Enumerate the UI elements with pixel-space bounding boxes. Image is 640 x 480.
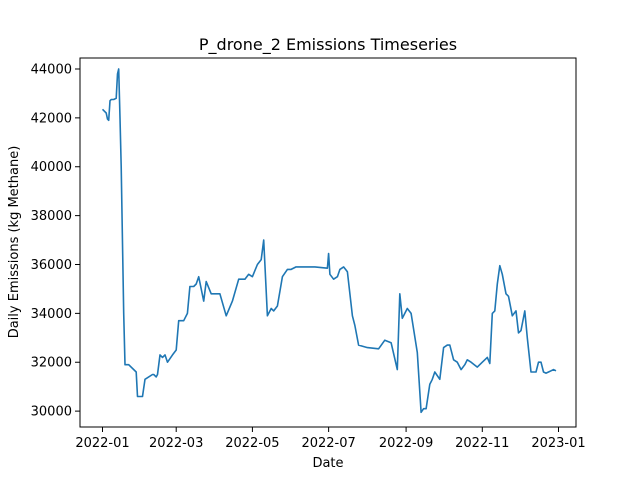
x-tick-label: 2022-05: [225, 436, 279, 451]
plot-frame: [79, 57, 577, 428]
x-tick-label: 2022-01: [75, 436, 129, 451]
x-tick-label: 2022-09: [379, 436, 433, 451]
y-axis-label: Daily Emissions (kg Methane): [7, 146, 22, 339]
y-tick-label: 30000: [31, 405, 72, 420]
x-tick-label: 2022-03: [149, 436, 203, 451]
y-tick-label: 40000: [31, 160, 72, 175]
y-tick-label: 32000: [31, 356, 72, 371]
y-tick-label: 44000: [31, 62, 72, 77]
y-tick-label: 42000: [31, 111, 72, 126]
chart-title: P_drone_2 Emissions Timeseries: [199, 35, 457, 55]
x-tick-label: 2022-11: [455, 436, 509, 451]
y-tick-label: 36000: [31, 258, 72, 273]
y-tick-label: 34000: [31, 307, 72, 322]
y-tick-label: 38000: [31, 209, 72, 224]
x-tick-label: 2022-07: [301, 436, 355, 451]
x-axis: 2022-01 2022-03 2022-05 2022-07 2022-09 2022-…: [75, 427, 586, 451]
x-tick-label: 2023-01: [531, 436, 585, 451]
y-axis: 30000 32000 34000 36000 38000 40000 42000 44000: [31, 62, 80, 420]
x-axis-label: Date: [312, 456, 343, 471]
emissions-series-line: [101, 68, 557, 414]
